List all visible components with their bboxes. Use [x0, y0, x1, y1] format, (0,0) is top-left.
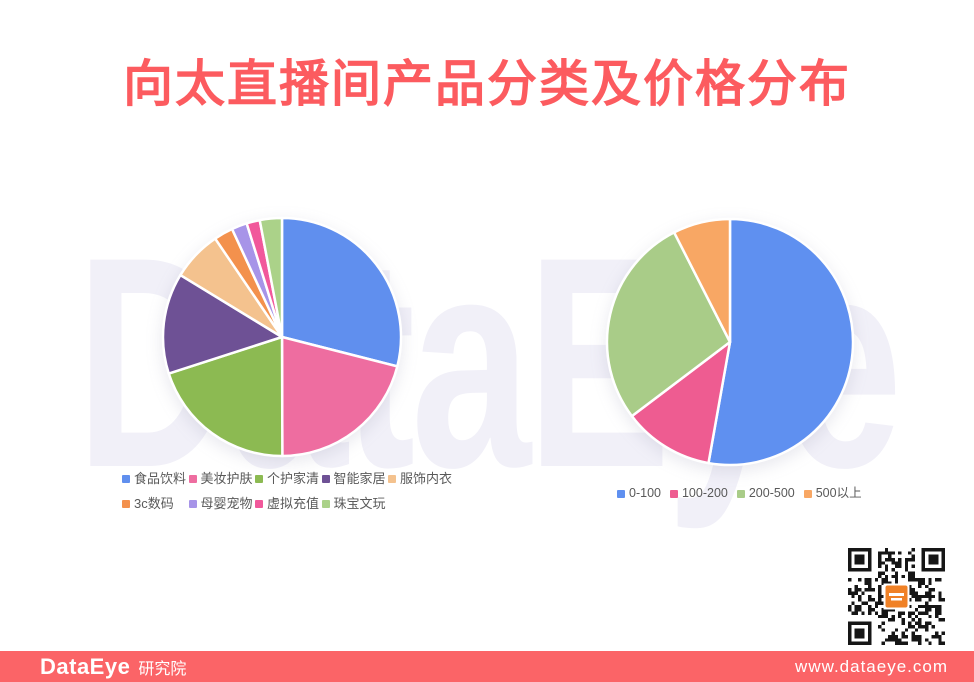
pie-slice-食品饮料: [280, 216, 403, 368]
legend-swatch-icon: [388, 474, 396, 483]
legend-item: 服饰内衣: [388, 471, 455, 486]
legend-item: 食品饮料: [122, 471, 189, 486]
legend-label: 500以上: [815, 486, 862, 500]
legend-item: 母婴宠物: [188, 496, 256, 511]
website-url: www.dataeye.com: [795, 656, 948, 676]
legend-label: 食品饮料: [134, 471, 187, 486]
brand-suffix-text: 研究院: [138, 660, 187, 678]
pie-slice-0-100: [707, 217, 855, 467]
legend-swatch-icon: [321, 474, 330, 483]
legend-label: 3c数码: [134, 496, 174, 511]
legend-item: 0-100: [617, 486, 661, 501]
legend-label: 母婴宠物: [200, 496, 253, 511]
price-distribution-pie-chart: [605, 217, 855, 467]
pie-slice-500以上: [672, 217, 732, 344]
product-category-legend: 食品饮料 美妆护肤 个护家清 智能家居 服饰内衣 3c数码 母婴宠物 虚拟充值 珠宝文玩: [122, 471, 455, 511]
legend-swatch-icon: [122, 474, 130, 483]
legend-label: 智能家居: [333, 471, 386, 486]
legend-swatch-icon: [803, 489, 812, 498]
pie-slice-100-200: [630, 340, 732, 465]
legend-item: 500以上: [803, 486, 862, 501]
pie-slice-智能家居: [161, 273, 284, 375]
legend-item: 3c数码: [122, 496, 189, 511]
legend-item: 美妆护肤: [188, 471, 256, 486]
legend-label: 美妆护肤: [200, 471, 253, 486]
footer-bar: DataEye 研究院 www.dataeye.com: [0, 651, 974, 682]
legend-label: 虚拟充值: [267, 496, 320, 511]
page-title: 向太直播间产品分类及价格分布: [123, 56, 851, 112]
brand-logo-text: DataEye: [40, 653, 131, 679]
legend-swatch-icon: [736, 489, 745, 498]
pie-slice-200-500: [605, 231, 732, 418]
legend-label: 个护家清: [267, 471, 320, 486]
legend-swatch-icon: [255, 474, 263, 483]
legend-swatch-icon: [617, 489, 625, 498]
legend-label: 服饰内衣: [400, 471, 453, 486]
legend-label: 200-500: [748, 486, 795, 500]
legend-swatch-icon: [122, 499, 130, 508]
legend-swatch-icon: [321, 499, 330, 508]
pie-slice-珠宝文玩: [258, 216, 284, 339]
brand-lockup: DataEye 研究院: [40, 654, 186, 680]
price-distribution-legend: 0-100 100-200 200-500 500以上: [617, 486, 862, 501]
legend-swatch-icon: [255, 499, 263, 508]
legend-item: 虚拟充值: [255, 496, 322, 511]
product-category-pie-chart: [161, 216, 403, 458]
legend-item: 个护家清: [255, 471, 322, 486]
legend-swatch-icon: [188, 474, 197, 483]
pie-slice-个护家清: [167, 335, 284, 458]
legend-item: 智能家居: [321, 471, 389, 486]
legend-swatch-icon: [669, 489, 678, 498]
qr-code-image: [848, 548, 945, 645]
pie-slice-美妆护肤: [280, 335, 399, 458]
legend-swatch-icon: [188, 499, 197, 508]
legend-item: 200-500: [736, 486, 795, 501]
legend-label: 0-100: [629, 486, 661, 500]
legend-label: 珠宝文玩: [333, 496, 386, 511]
legend-item: 珠宝文玩: [321, 496, 389, 511]
qr-code: [848, 548, 945, 645]
legend-item: 100-200: [669, 486, 728, 501]
legend-label: 100-200: [681, 486, 728, 500]
